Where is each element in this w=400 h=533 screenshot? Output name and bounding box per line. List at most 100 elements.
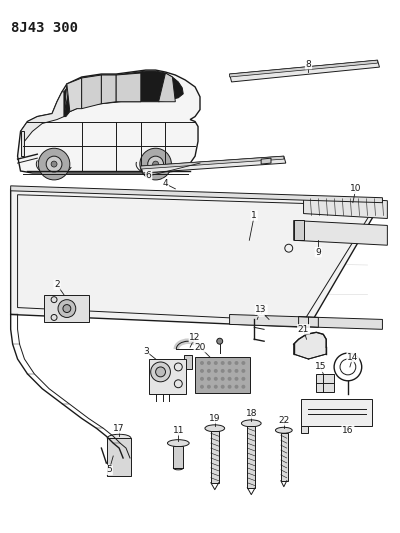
Text: 7: 7 xyxy=(258,307,264,316)
Circle shape xyxy=(228,361,232,365)
Text: 16: 16 xyxy=(342,426,354,435)
Text: 13: 13 xyxy=(255,305,267,314)
Text: 12: 12 xyxy=(189,333,201,342)
Polygon shape xyxy=(294,221,304,240)
Bar xyxy=(149,359,186,394)
Circle shape xyxy=(58,300,76,318)
Circle shape xyxy=(46,156,62,172)
Polygon shape xyxy=(11,189,382,327)
Circle shape xyxy=(151,362,170,382)
Circle shape xyxy=(242,369,245,373)
Circle shape xyxy=(207,369,211,373)
Text: 1: 1 xyxy=(251,211,257,220)
Circle shape xyxy=(38,148,70,180)
Bar xyxy=(281,433,288,481)
Circle shape xyxy=(214,385,218,389)
Circle shape xyxy=(148,156,164,172)
Text: 9: 9 xyxy=(316,248,321,257)
Polygon shape xyxy=(116,73,141,102)
Text: 14: 14 xyxy=(347,352,358,361)
Circle shape xyxy=(207,385,211,389)
Polygon shape xyxy=(304,196,387,219)
Text: 19: 19 xyxy=(209,414,220,423)
Polygon shape xyxy=(230,314,382,329)
Circle shape xyxy=(214,377,218,381)
Polygon shape xyxy=(230,60,378,77)
Ellipse shape xyxy=(276,427,292,433)
Polygon shape xyxy=(18,70,200,173)
Polygon shape xyxy=(141,156,284,169)
Polygon shape xyxy=(294,221,387,245)
Polygon shape xyxy=(158,73,175,102)
Polygon shape xyxy=(64,71,183,117)
Ellipse shape xyxy=(168,440,189,447)
Circle shape xyxy=(63,304,71,312)
Text: 8J43 300: 8J43 300 xyxy=(11,21,78,35)
Polygon shape xyxy=(261,158,271,164)
Bar xyxy=(316,374,334,392)
Circle shape xyxy=(207,377,211,381)
Ellipse shape xyxy=(242,420,261,427)
Bar xyxy=(107,438,131,476)
Text: 3: 3 xyxy=(143,346,149,356)
Circle shape xyxy=(217,338,223,344)
Ellipse shape xyxy=(205,425,225,432)
Circle shape xyxy=(242,377,245,381)
Circle shape xyxy=(214,361,218,365)
Circle shape xyxy=(242,385,245,389)
Polygon shape xyxy=(11,186,382,203)
Text: 21: 21 xyxy=(298,325,309,334)
Polygon shape xyxy=(82,75,101,109)
Circle shape xyxy=(221,369,225,373)
Polygon shape xyxy=(141,156,286,173)
Bar xyxy=(173,446,183,468)
Text: 8: 8 xyxy=(306,60,311,69)
Circle shape xyxy=(200,369,204,373)
Text: 10: 10 xyxy=(350,184,362,193)
Polygon shape xyxy=(20,92,64,141)
Text: 17: 17 xyxy=(113,424,125,433)
Text: 18: 18 xyxy=(246,409,257,418)
Circle shape xyxy=(221,361,225,365)
Circle shape xyxy=(153,161,158,167)
Circle shape xyxy=(234,361,238,365)
Circle shape xyxy=(200,377,204,381)
Polygon shape xyxy=(300,426,308,433)
Polygon shape xyxy=(101,75,116,104)
Polygon shape xyxy=(230,60,380,82)
Text: 15: 15 xyxy=(314,362,326,372)
Circle shape xyxy=(200,385,204,389)
Polygon shape xyxy=(20,132,24,156)
Circle shape xyxy=(228,369,232,373)
Circle shape xyxy=(228,385,232,389)
Polygon shape xyxy=(67,78,82,111)
Text: 4: 4 xyxy=(163,180,168,188)
Polygon shape xyxy=(294,332,326,359)
Bar xyxy=(300,399,372,426)
Text: 22: 22 xyxy=(278,416,290,425)
Circle shape xyxy=(221,385,225,389)
Circle shape xyxy=(200,361,204,365)
Circle shape xyxy=(234,377,238,381)
Bar xyxy=(184,355,192,369)
Polygon shape xyxy=(64,84,70,117)
Bar xyxy=(44,295,88,322)
Circle shape xyxy=(234,385,238,389)
Bar xyxy=(195,357,250,393)
Circle shape xyxy=(207,361,211,365)
Circle shape xyxy=(234,369,238,373)
Ellipse shape xyxy=(173,466,183,470)
Bar xyxy=(247,426,255,488)
Circle shape xyxy=(51,161,57,167)
Text: 2: 2 xyxy=(54,280,60,289)
Text: 20: 20 xyxy=(194,343,206,352)
Circle shape xyxy=(156,367,166,377)
Circle shape xyxy=(214,369,218,373)
Bar xyxy=(211,431,219,483)
Circle shape xyxy=(221,377,225,381)
Text: 6: 6 xyxy=(146,172,152,181)
Circle shape xyxy=(228,377,232,381)
Circle shape xyxy=(140,148,172,180)
Ellipse shape xyxy=(107,434,131,442)
Text: 5: 5 xyxy=(106,465,112,474)
